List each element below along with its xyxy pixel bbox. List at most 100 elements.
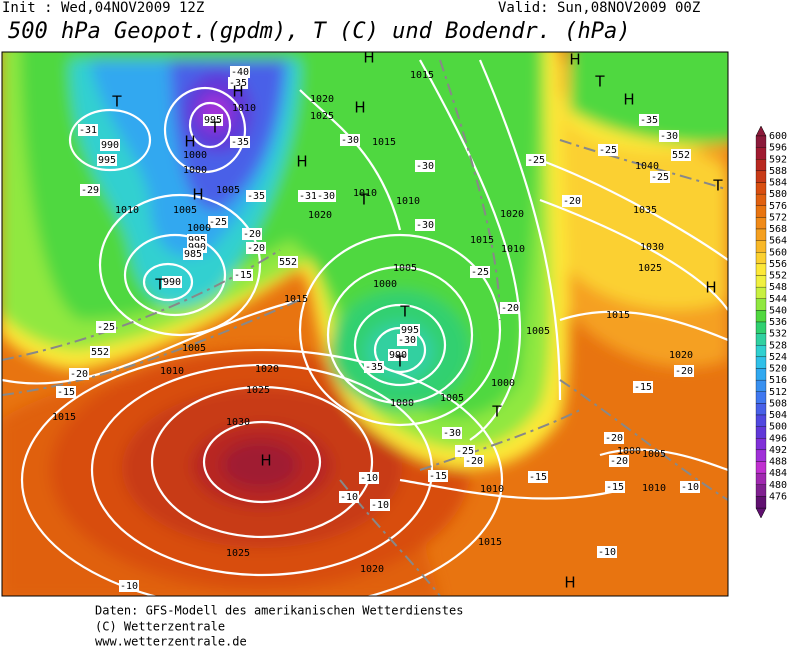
colorbar-cell (755, 438, 767, 451)
temperature-label: -25 (599, 145, 617, 156)
temperature-label: -10 (360, 473, 378, 484)
pressure-center: H (192, 186, 203, 204)
isobar-label: 1010 (501, 244, 525, 255)
label-box (80, 184, 100, 196)
temperature-label: -29 (81, 185, 99, 196)
label-box (316, 190, 336, 202)
pressure-center: T (154, 276, 165, 294)
colorbar-arrow-top (755, 125, 767, 137)
label-box (397, 334, 417, 346)
isobar-label: 1015 (284, 294, 308, 305)
isobar-label: 1000 (617, 446, 641, 457)
colorbar-label: 540 (769, 305, 787, 316)
label-box (528, 471, 548, 483)
label-box (359, 472, 379, 484)
colorbar-label: 564 (769, 236, 787, 247)
isobar-label: 1015 (470, 235, 494, 246)
label-box (650, 171, 670, 183)
pressure-center: H (569, 51, 580, 69)
colorbar-cell (755, 286, 767, 299)
label-box (674, 365, 694, 377)
init-time: Init : Wed,04NOV2009 12Z (2, 0, 204, 16)
isobar-label: 990 (163, 277, 181, 288)
label-box (659, 130, 679, 142)
temperature-label: -20 (563, 196, 581, 207)
colorbar-label: 480 (769, 480, 787, 491)
pressure-center: T (111, 93, 122, 111)
isobar-label: 1030 (226, 417, 250, 428)
pressure-center: H (184, 133, 195, 151)
label-box (97, 154, 117, 166)
label-box (233, 269, 253, 281)
pressure-center: T (358, 191, 369, 209)
colorbar-label: 500 (769, 422, 787, 433)
colorbar-label: 516 (769, 375, 787, 386)
colorbar-cell (755, 170, 767, 183)
pressure-center: T (594, 73, 605, 91)
isobar-label: 990 (188, 242, 206, 253)
colorbar-cell (755, 345, 767, 358)
colorbar-label: 504 (769, 410, 787, 421)
map-title: 500 hPa Geopot.(gpdm), T (C) und Bodendr… (8, 19, 631, 44)
colorbar-cell (755, 356, 767, 369)
label-box (639, 114, 659, 126)
isobar-label: 990 (101, 140, 119, 151)
colorbar-label: 488 (769, 457, 787, 468)
label-box (671, 149, 691, 161)
isobar-label: 990 (389, 350, 407, 361)
label-box (680, 481, 700, 493)
temperature-label: -31 (299, 191, 317, 202)
temperature-label: -20 (610, 456, 628, 467)
label-box (470, 266, 490, 278)
temperature-label: -35 (640, 115, 658, 126)
label-box (339, 491, 359, 503)
label-box (609, 455, 629, 467)
temperature-label: -35 (229, 78, 247, 89)
valid-time: Valid: Sun,08NOV2009 00Z (498, 0, 700, 16)
isobar-label: 1010 (115, 205, 139, 216)
label-box (69, 368, 89, 380)
isobar-label: 1005 (526, 326, 550, 337)
isobar-label: 1025 (246, 385, 270, 396)
temperature-label: -15 (429, 471, 447, 482)
pressure-center: H (296, 153, 307, 171)
isobar-label: 1000 (183, 150, 207, 161)
temperature-label: -15 (529, 472, 547, 483)
isobar-label: 985 (184, 249, 202, 260)
isobar-label: 1005 (182, 343, 206, 354)
isobar-label: 1015 (478, 537, 502, 548)
colorbar-label: 576 (769, 201, 787, 212)
pressure-center: T (209, 119, 220, 137)
isobar-label: 1005 (440, 393, 464, 404)
pressure-center: H (363, 49, 374, 67)
temperature-label: -10 (681, 482, 699, 493)
isobar-label: 1020 (500, 209, 524, 220)
colorbar-cell (755, 240, 767, 253)
colorbar-label: 600 (769, 131, 787, 142)
colorbar-label: 512 (769, 387, 787, 398)
pressure-center: T (712, 177, 723, 195)
label-box (526, 154, 546, 166)
label-box (562, 195, 582, 207)
colorbar-cell (755, 472, 767, 485)
label-box (605, 481, 625, 493)
label-box (242, 228, 262, 240)
temperature-label: -15 (634, 382, 652, 393)
isobar-label: 1020 (360, 564, 384, 575)
colorbar-cell (755, 379, 767, 392)
colorbar-cell (755, 263, 767, 276)
isobar-label: 552 (279, 257, 297, 268)
temperature-label: -25 (209, 217, 227, 228)
colorbar-cell (755, 135, 767, 148)
pressure-center: H (623, 91, 634, 109)
temperature-label: -20 (675, 366, 693, 377)
isobar-label: 1010 (396, 196, 420, 207)
colorbar-label: 532 (769, 329, 787, 340)
pressure-center: T (399, 303, 410, 321)
colorbar-label: 508 (769, 398, 787, 409)
isobar-label: 1010 (480, 484, 504, 495)
isobar-label: 1000 (390, 398, 414, 409)
isobar-label: 1020 (310, 94, 334, 105)
colorbar-label: 536 (769, 317, 787, 328)
temperature-label: -25 (97, 322, 115, 333)
